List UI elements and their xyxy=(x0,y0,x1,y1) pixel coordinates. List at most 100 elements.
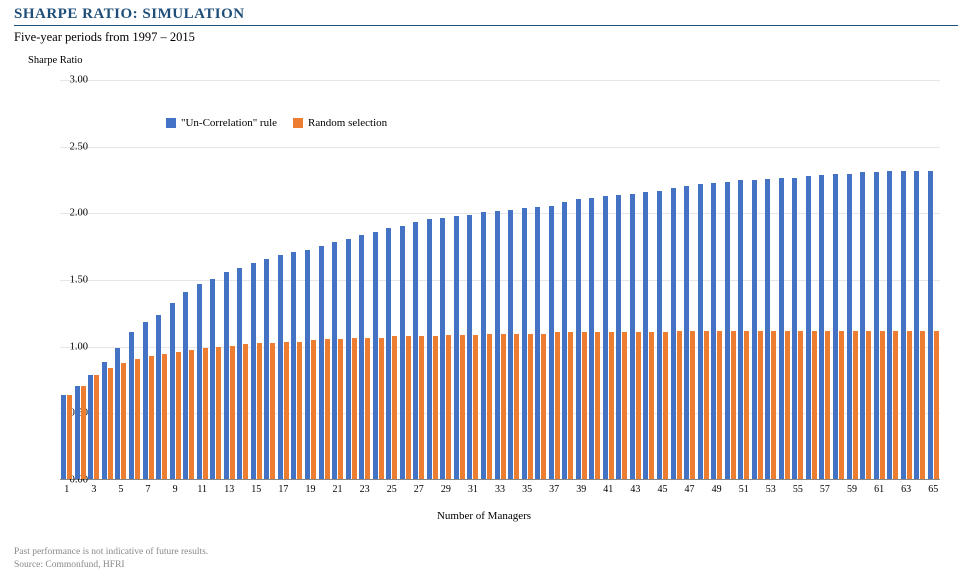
bar xyxy=(419,336,424,479)
bar xyxy=(359,235,364,479)
bar xyxy=(251,263,256,479)
bar xyxy=(332,242,337,479)
bar xyxy=(630,194,635,479)
bar xyxy=(901,171,906,479)
x-tick-label: 33 xyxy=(495,484,505,495)
bar xyxy=(752,180,757,479)
grid-line xyxy=(60,147,940,148)
bar xyxy=(704,331,709,479)
bar xyxy=(934,331,939,479)
x-tick-label: 3 xyxy=(91,484,96,495)
bar xyxy=(684,186,689,479)
bar xyxy=(400,226,405,479)
x-tick-label: 51 xyxy=(739,484,749,495)
y-tick-label: 3.00 xyxy=(58,75,88,86)
x-tick-label: 5 xyxy=(118,484,123,495)
bar xyxy=(690,331,695,479)
bar xyxy=(562,202,567,479)
x-tick-label: 17 xyxy=(278,484,288,495)
bar xyxy=(576,199,581,479)
x-tick-label: 1 xyxy=(64,484,69,495)
bar xyxy=(121,363,126,479)
bar xyxy=(230,346,235,479)
bar xyxy=(481,212,486,479)
bar xyxy=(338,339,343,479)
x-tick-label: 49 xyxy=(712,484,722,495)
x-tick-label: 59 xyxy=(847,484,857,495)
x-tick-label: 57 xyxy=(820,484,830,495)
y-tick-label: 1.50 xyxy=(58,275,88,286)
x-tick-label: 47 xyxy=(685,484,695,495)
x-tick-label: 39 xyxy=(576,484,586,495)
x-tick-label: 61 xyxy=(874,484,884,495)
bar xyxy=(94,375,99,479)
bar xyxy=(717,331,722,479)
chart-subtitle: Five-year periods from 1997 – 2015 xyxy=(0,26,968,45)
bar xyxy=(819,175,824,479)
bar xyxy=(67,395,72,479)
bar xyxy=(460,335,465,479)
bar xyxy=(297,342,302,479)
bar xyxy=(893,331,898,479)
x-tick-label: 9 xyxy=(173,484,178,495)
bar xyxy=(413,222,418,479)
bar xyxy=(880,331,885,479)
bar xyxy=(508,210,513,479)
y-tick-label: 2.00 xyxy=(58,208,88,219)
bar xyxy=(203,348,208,479)
y-tick-label: 1.00 xyxy=(58,341,88,352)
bar xyxy=(535,207,540,479)
bar xyxy=(454,216,459,479)
bar xyxy=(311,340,316,479)
bar xyxy=(115,348,120,479)
bar xyxy=(522,208,527,479)
bar xyxy=(514,334,519,479)
bar xyxy=(595,332,600,479)
bar xyxy=(495,211,500,479)
bar xyxy=(379,338,384,479)
bar xyxy=(671,188,676,479)
bar xyxy=(257,343,262,479)
bar xyxy=(135,359,140,479)
x-tick-label: 45 xyxy=(657,484,667,495)
x-tick-label: 21 xyxy=(333,484,343,495)
bar xyxy=(81,386,86,479)
footnote-line: Source: Commonfund, HFRI xyxy=(14,559,208,572)
bar xyxy=(657,191,662,479)
bar xyxy=(853,331,858,479)
bar xyxy=(663,332,668,479)
bar xyxy=(156,315,161,479)
bar xyxy=(622,332,627,479)
bar xyxy=(210,279,215,479)
bar xyxy=(636,332,641,479)
bar xyxy=(88,375,93,479)
bar xyxy=(352,338,357,479)
x-tick-label: 27 xyxy=(414,484,424,495)
bar xyxy=(61,395,66,479)
bar xyxy=(243,344,248,479)
bar xyxy=(731,331,736,479)
plot-area: 0.000.501.001.502.002.503.00135791113151… xyxy=(60,80,940,480)
bar xyxy=(609,332,614,479)
bar xyxy=(839,331,844,479)
bar xyxy=(325,339,330,479)
x-tick-label: 7 xyxy=(146,484,151,495)
bar xyxy=(874,172,879,479)
bar xyxy=(771,331,776,479)
bar xyxy=(744,331,749,479)
bar xyxy=(406,336,411,479)
bar xyxy=(365,338,370,479)
bar xyxy=(102,362,107,479)
bar xyxy=(224,272,229,479)
x-tick-label: 25 xyxy=(387,484,397,495)
bar xyxy=(75,386,80,479)
y-tick-label: 2.50 xyxy=(58,141,88,152)
bar xyxy=(649,332,654,479)
x-tick-label: 63 xyxy=(901,484,911,495)
bar xyxy=(907,331,912,479)
bar xyxy=(806,176,811,479)
bar xyxy=(373,232,378,479)
bar xyxy=(928,171,933,479)
bar xyxy=(765,179,770,479)
bar xyxy=(698,184,703,479)
